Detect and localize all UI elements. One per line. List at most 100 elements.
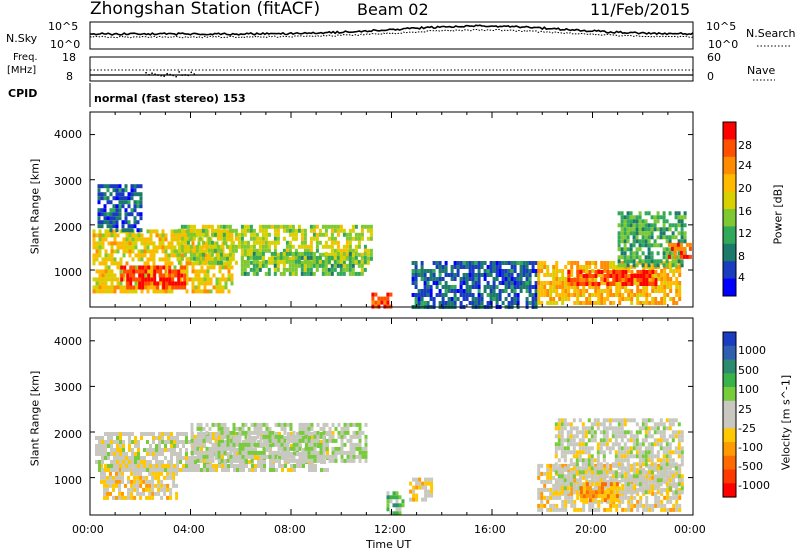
power-cell-1 [174,269,178,274]
power-cell-4 [139,184,143,189]
velocity-cell-2 [268,430,272,435]
velocity-cell-2 [331,422,335,427]
nave-label: Nave [747,64,776,77]
velocity-cell-6 [620,426,624,431]
power-cell-2 [273,224,277,229]
velocity-cell-2 [202,438,206,443]
velocity-cell-6 [614,454,618,459]
velocity-cell-5 [627,507,631,512]
power-cell-3 [252,251,256,256]
velocity-cell-6 [635,442,639,447]
power-cell-6 [477,297,481,301]
velocity-cell-6 [647,486,651,491]
power-cell-0 [200,289,204,294]
velocity-cell-1 [311,468,314,472]
velocity-cell-6 [596,466,600,471]
velocity-cell-6 [566,422,570,427]
velocity-cell-7 [591,490,595,495]
velocity-cell-0 [148,479,152,484]
velocity-cell-1 [155,444,158,448]
velocity-cell-6 [680,486,684,491]
power-cell-2 [207,224,211,229]
power-cell-2 [249,248,253,253]
power-cell-8 [654,282,658,286]
power-cell-7 [636,289,640,293]
velocity-cell-2 [205,438,209,443]
velocity-cell-1 [152,456,155,460]
velocity-cell-1 [119,440,122,444]
velocity-cell-5 [636,487,640,492]
power-cell-3 [354,259,358,264]
power-cell-7 [663,285,667,289]
power-cell-2 [345,232,349,237]
power-cell-7 [606,285,610,289]
power-cell-1 [129,269,133,274]
velocity-cell-0 [115,479,118,484]
power-cell-4 [115,192,119,197]
velocity-cell-0 [157,471,161,476]
velocity-cell-7 [579,494,583,499]
velocity-cell-6 [674,466,678,471]
velocity-cell-7 [591,494,595,499]
power-cell-2 [240,224,244,229]
power-cell-0 [221,265,225,270]
velocity-cell-1 [146,464,149,468]
velocity-cell-5 [624,495,628,500]
velocity-cell-2 [202,450,206,455]
velocity-cell-2 [310,422,314,427]
power-cell-4 [112,196,116,201]
power-cell-3 [303,251,307,256]
velocity-cell-6 [602,454,606,459]
power-cell-5 [389,292,393,297]
power-cell-4 [100,196,104,201]
power-cell-6 [468,277,472,281]
power-cell-0 [110,245,114,250]
power-cb-tick-24: 24 [738,159,752,172]
velocity-cell-2 [343,422,347,427]
power-cell-7 [552,265,556,269]
power-cell-1 [150,277,154,282]
velocity-cell-6 [584,458,588,463]
power-cell-0 [185,269,189,274]
power-cell-9 [629,223,633,228]
velocity-cell-2 [241,430,245,435]
velocity-cell-6 [617,450,621,455]
power-cell-9 [668,211,672,216]
velocity-cell-2 [346,454,350,459]
velocity-cell-6 [632,470,636,475]
velocity-cell-5 [537,495,541,500]
velocity-cell-7 [594,482,598,487]
power-cell-6 [411,269,415,273]
velocity-cell-2 [358,434,362,439]
power-cell-9 [632,243,636,248]
velocity-cell-6 [611,442,615,447]
power-cell-9 [680,219,684,224]
velocity-cell-2 [358,446,362,451]
power-cell-2 [348,228,352,233]
power-cell-9 [620,247,624,252]
power-cell-2 [354,232,358,237]
power-cell-0 [107,277,111,282]
velocity-cell-6 [560,418,564,423]
power-cell-3 [273,263,277,268]
power-cell-1 [138,273,142,278]
power-cell-6 [429,289,433,293]
velocity-cell-1 [176,468,179,472]
power-cell-2 [336,228,340,233]
power-cell-2 [297,228,301,233]
power-cell-0 [113,289,117,294]
power-cell-7 [546,289,550,293]
power-cell-1 [129,285,133,290]
velocity-cell-2 [235,434,239,439]
velocity-cell-5 [672,503,676,508]
velocity-cell-2 [208,450,212,455]
power-cell-1 [159,277,163,282]
velocity-cell-6 [632,438,636,443]
velocity-cell-6 [629,474,633,479]
velocity-cell-6 [596,454,600,459]
power-cell-2 [264,224,268,229]
velocity-cell-5 [570,499,574,504]
velocity-cell-2 [226,438,230,443]
velocity-cell-6 [653,422,657,427]
power-cell-2 [261,228,265,233]
